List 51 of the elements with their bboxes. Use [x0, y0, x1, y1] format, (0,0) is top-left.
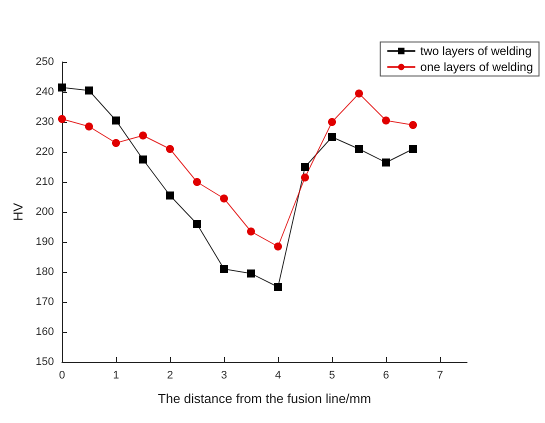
x-tick-label: 4 — [274, 370, 282, 382]
y-axis-title: HV — [10, 202, 26, 222]
point — [274, 242, 282, 250]
point — [139, 156, 147, 164]
point — [193, 220, 201, 228]
point — [382, 116, 390, 124]
point — [247, 228, 255, 236]
x-tick-label: 1 — [112, 370, 120, 382]
point — [328, 133, 336, 141]
point — [301, 163, 309, 171]
point — [85, 122, 93, 130]
x-tick-label: 2 — [166, 370, 174, 382]
y-tick-label: 160 — [36, 326, 54, 338]
point — [274, 283, 282, 291]
x-tick-label: 6 — [382, 370, 390, 382]
point — [355, 145, 363, 153]
point — [58, 84, 66, 92]
point — [328, 118, 336, 126]
point — [247, 270, 255, 278]
point — [409, 145, 417, 153]
point — [85, 86, 93, 94]
y-tick-label: 250 — [36, 56, 54, 68]
x-tick-label: 5 — [328, 370, 336, 382]
x-tick-label: 0 — [58, 370, 66, 382]
y-tick-label: 190 — [36, 236, 54, 248]
y-tick-label: 230 — [36, 116, 54, 128]
point — [58, 115, 66, 123]
point — [112, 116, 120, 124]
x-tick-label: 3 — [220, 370, 228, 382]
point — [220, 194, 228, 202]
y-tick-label: 220 — [36, 146, 54, 158]
point — [382, 158, 390, 166]
legend-label: two layers of welding — [420, 44, 532, 58]
point — [112, 139, 120, 147]
point — [301, 174, 309, 182]
point — [409, 121, 417, 129]
point — [166, 192, 174, 200]
x-axis-title: The distance from the fusion line/mm — [158, 391, 372, 406]
y-tick-label: 150 — [36, 356, 54, 368]
y-tick-label: 240 — [36, 86, 54, 98]
point — [220, 265, 228, 273]
point — [139, 132, 147, 140]
y-tick-label: 170 — [36, 296, 54, 308]
y-tick-label: 210 — [36, 176, 54, 188]
y-tick-label: 200 — [36, 206, 54, 218]
point — [166, 145, 174, 153]
legend-label: one layers of welding — [420, 60, 533, 74]
point — [355, 90, 363, 98]
x-tick-label: 7 — [436, 370, 444, 382]
point — [193, 178, 201, 186]
y-tick-label: 180 — [36, 266, 54, 278]
